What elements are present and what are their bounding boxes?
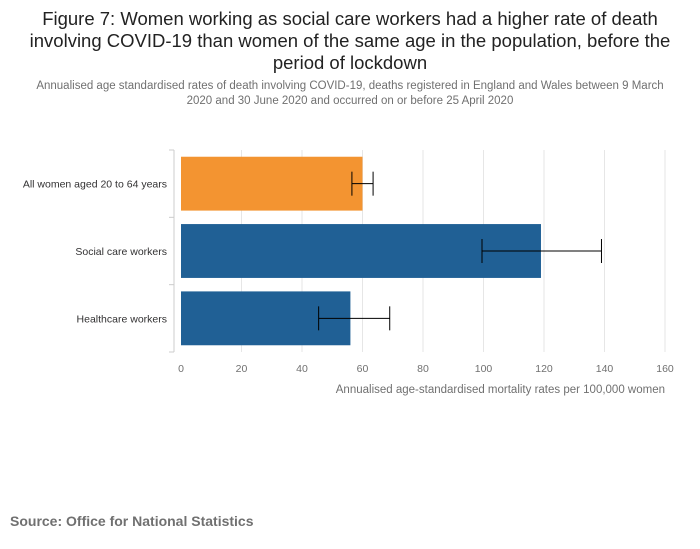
x-tick-label-40: 40 — [296, 363, 308, 375]
x-tick-label-0: 0 — [178, 363, 184, 375]
chart-title: Figure 7: Women working as social care w… — [29, 8, 671, 73]
x-tick-label-60: 60 — [357, 363, 369, 375]
chart-subtitle: Annualised age standardised rates of dea… — [36, 80, 664, 107]
category-label-1: Social care workers — [75, 246, 167, 258]
x-tick-label-100: 100 — [475, 363, 493, 375]
bar-0 — [181, 156, 363, 211]
bar-1 — [181, 224, 541, 278]
x-tick-label-80: 80 — [417, 363, 429, 375]
source-note: Source: Office for National Statistics — [10, 513, 254, 529]
category-label-2: Healthcare workers — [77, 313, 167, 325]
x-tick-label-20: 20 — [236, 363, 248, 375]
x-tick-label-140: 140 — [596, 363, 614, 375]
x-tick-label-160: 160 — [656, 363, 674, 375]
x-axis-label: Annualised age-standardised mortality ra… — [336, 384, 665, 396]
x-tick-label-120: 120 — [535, 363, 553, 375]
category-label-0: All women aged 20 to 64 years — [23, 179, 167, 191]
